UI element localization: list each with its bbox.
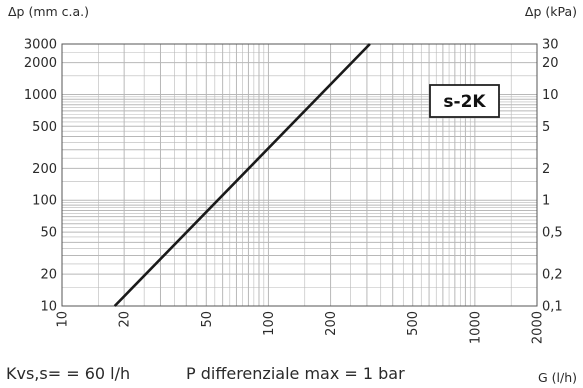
y-tick-label-left: 3000: [24, 38, 57, 53]
x-tick-label: 100: [262, 311, 277, 336]
x-tick-label: 1000: [468, 311, 483, 344]
y-tick-label-left: 2000: [24, 56, 57, 71]
y-tick-label-right: 0,5: [542, 226, 563, 241]
y-tick-label-right: 5: [542, 120, 550, 135]
tick-labels: 3000 2000 1000 500 200 100 50 20 10 30 20 10 5 2 1 0,5 0…: [24, 38, 563, 345]
x-tick-label: 500: [406, 311, 421, 336]
x-tick-label: 2000: [531, 311, 546, 344]
y-tick-label-left: 20: [40, 268, 57, 283]
series: [113, 43, 371, 307]
x-tick-label: 50: [200, 311, 215, 328]
y-tick-label-right: 30: [542, 38, 559, 53]
y-tick-label-left: 1000: [24, 88, 57, 103]
y-tick-label-right: 2: [542, 162, 550, 177]
x-tick-label: 10: [56, 311, 71, 328]
y-tick-label-left: 500: [32, 120, 57, 135]
y-axis-label-right: Δp (kPa): [525, 4, 577, 19]
y-tick-label-right: 0,2: [542, 268, 563, 283]
kv-note: Kvs,s= = 60 l/h: [6, 364, 131, 383]
y-tick-label-left: 100: [32, 194, 57, 209]
y-tick-label-right: 0,1: [542, 300, 563, 315]
x-tick-label: 200: [324, 311, 339, 336]
y-tick-label-left: 10: [40, 300, 57, 315]
grid: [61, 43, 538, 307]
y-tick-label-right: 1: [542, 194, 550, 209]
y-tick-label-left: 200: [32, 162, 57, 177]
y-tick-label-right: 20: [542, 56, 559, 71]
x-axis-label: G (l/h): [538, 370, 577, 385]
annotation-frame: [429, 84, 500, 118]
y-tick-label-right: 10: [542, 88, 559, 103]
annotation-box: s-2K: [429, 84, 500, 118]
series-line: [113, 43, 371, 307]
plot-frame: [61, 43, 538, 307]
y-tick-label-left: 50: [40, 226, 57, 241]
x-tick-label: 20: [118, 311, 133, 328]
y-axis-label-left: Δp (mm c.a.): [8, 4, 89, 19]
annotation-label: s-2K: [443, 92, 486, 112]
differential-pressure-note: P differenziale max = 1 bar: [186, 364, 405, 383]
